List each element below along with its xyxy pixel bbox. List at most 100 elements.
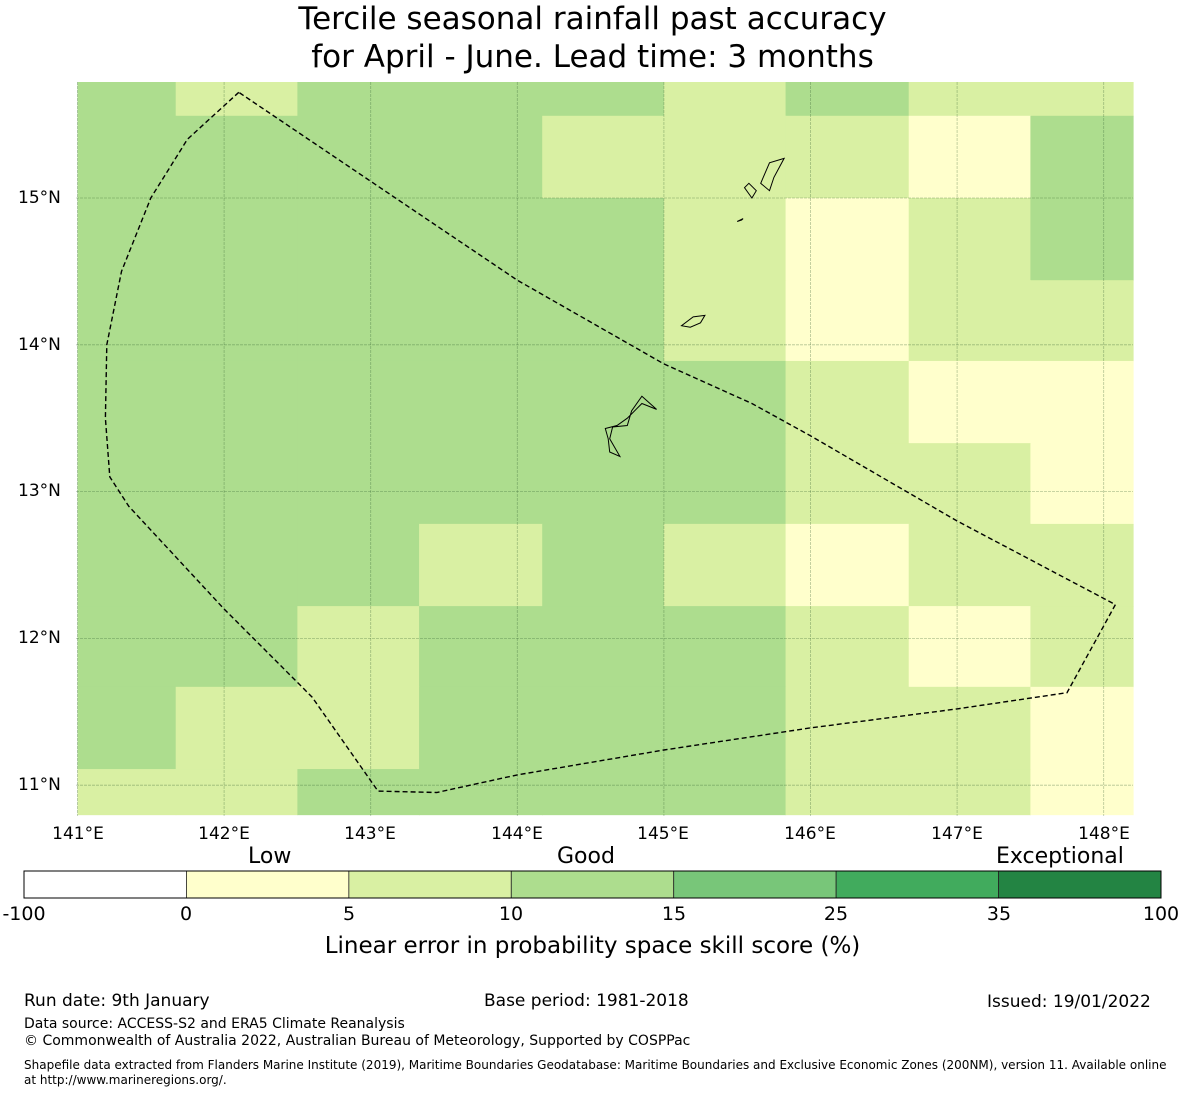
colorbar-segment <box>673 870 837 899</box>
skill-cell <box>908 360 1031 444</box>
data-source: Data source: ACCESS-S2 and ERA5 Climate … <box>24 1016 405 1032</box>
colorbar <box>23 870 1162 899</box>
skill-cell <box>77 523 177 607</box>
skill-cell <box>297 115 420 199</box>
skill-cell <box>77 280 177 362</box>
skill-cell <box>1030 769 1134 816</box>
skill-cell <box>785 115 910 199</box>
skill-cell <box>663 280 787 362</box>
skill-cell <box>419 280 543 362</box>
skill-cell <box>663 115 787 199</box>
skill-cell <box>175 523 298 607</box>
islands <box>604 157 786 458</box>
skill-cell <box>663 686 787 770</box>
skill-cell <box>419 115 543 199</box>
colorbar-tick: 10 <box>498 903 524 925</box>
skill-cell <box>77 443 177 525</box>
island-outline <box>743 182 757 199</box>
skill-cell <box>785 523 910 607</box>
skill-cell <box>663 443 787 525</box>
lon-label-144: 144°E <box>491 824 543 844</box>
skill-cell <box>175 443 298 525</box>
skill-cell <box>663 769 787 816</box>
skill-cell <box>542 360 665 444</box>
shapefile-credit-line-2: at http://www.marineregions.org/. <box>24 1073 227 1087</box>
skill-cell <box>908 523 1031 607</box>
colorbar-segment <box>510 870 675 899</box>
skill-cell <box>663 606 787 688</box>
skill-cell <box>785 198 910 281</box>
lon-label-145: 145°E <box>637 824 689 844</box>
skill-cell <box>175 198 298 281</box>
skill-cell <box>542 769 665 816</box>
skill-cell <box>175 606 298 688</box>
skill-cell <box>77 198 177 281</box>
skill-cell <box>419 769 543 816</box>
skill-cell <box>785 360 910 444</box>
skill-cell <box>542 280 665 362</box>
skill-cell <box>908 606 1031 688</box>
skill-cell <box>908 82 1031 117</box>
skill-cell <box>77 686 177 770</box>
skill-cell <box>542 686 665 770</box>
skill-cell <box>785 686 910 770</box>
skill-cell <box>297 198 420 281</box>
skill-cell <box>1030 115 1134 199</box>
lon-label-147: 147°E <box>931 824 983 844</box>
skill-cell <box>542 606 665 688</box>
skill-cell <box>663 523 787 607</box>
skill-cell <box>297 360 420 444</box>
skill-cell <box>785 82 910 117</box>
colorbar-tick: 35 <box>986 903 1012 925</box>
skill-cell <box>77 769 177 816</box>
title-line-2: for April - June. Lead time: 3 months <box>311 39 874 75</box>
skill-cell <box>175 115 298 199</box>
colorbar-title: Linear error in probability space skill … <box>324 933 861 959</box>
lon-label-143: 143°E <box>344 824 396 844</box>
skill-cell <box>175 280 298 362</box>
skill-cell <box>175 769 298 816</box>
skill-cell <box>908 443 1031 525</box>
skill-cell <box>175 82 298 117</box>
skill-cell <box>1030 443 1134 525</box>
lat-label-15: 15°N <box>18 188 61 208</box>
island-outline <box>760 157 786 192</box>
skill-cell <box>1030 523 1134 607</box>
issued-date: Issued: 19/01/2022 <box>987 992 1151 1012</box>
colorbar-tick: 0 <box>179 903 193 925</box>
skill-grid <box>77 82 1134 816</box>
skill-cell <box>419 82 543 117</box>
skill-cell <box>175 360 298 444</box>
skill-cell <box>419 686 543 770</box>
lat-label-11: 11°N <box>18 775 61 795</box>
base-period: Base period: 1981-2018 <box>484 991 689 1011</box>
skill-cell <box>663 360 787 444</box>
colorbar-segment <box>998 870 1162 899</box>
run-date: Run date: 9th January <box>24 991 210 1011</box>
skill-cell <box>419 198 543 281</box>
skill-cell <box>1030 82 1134 117</box>
colorbar-segment <box>23 870 187 899</box>
island-outline <box>736 218 744 222</box>
skill-cell <box>297 769 420 816</box>
skill-cell <box>542 443 665 525</box>
shapefile-credit-line-1: Shapefile data extracted from Flanders M… <box>24 1058 1167 1072</box>
island-outline <box>604 395 657 458</box>
eez-boundary <box>104 91 1117 794</box>
skill-cell <box>908 769 1031 816</box>
colorbar-tick: 15 <box>661 903 687 925</box>
island-outline <box>680 314 706 328</box>
skill-cell <box>297 443 420 525</box>
lat-label-13: 13°N <box>18 481 61 501</box>
skill-cell <box>785 606 910 688</box>
skill-cell <box>297 82 420 117</box>
skill-cell <box>908 115 1031 199</box>
skill-cell <box>908 280 1031 362</box>
colorbar-segment <box>348 870 512 899</box>
title-line-1: Tercile seasonal rainfall past accuracy <box>298 1 887 37</box>
skill-cell <box>297 280 420 362</box>
lon-label-148: 148°E <box>1078 824 1130 844</box>
skill-cell <box>1030 280 1134 362</box>
lon-label-146: 146°E <box>784 824 836 844</box>
